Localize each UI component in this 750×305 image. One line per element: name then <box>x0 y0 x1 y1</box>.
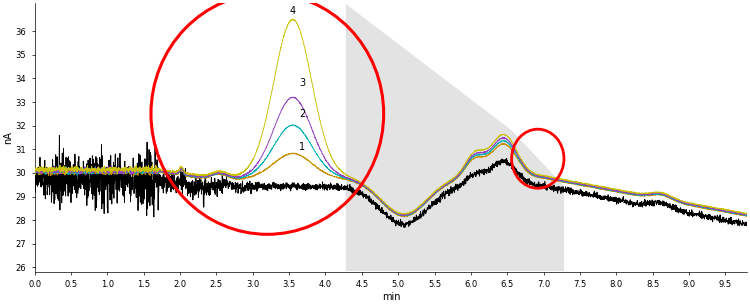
X-axis label: min: min <box>382 292 400 302</box>
Polygon shape <box>346 4 564 271</box>
Y-axis label: nA: nA <box>3 131 13 144</box>
Text: 4: 4 <box>290 6 296 16</box>
Text: 3: 3 <box>299 78 305 88</box>
Text: 2: 2 <box>299 109 305 119</box>
Text: 1: 1 <box>299 142 305 152</box>
